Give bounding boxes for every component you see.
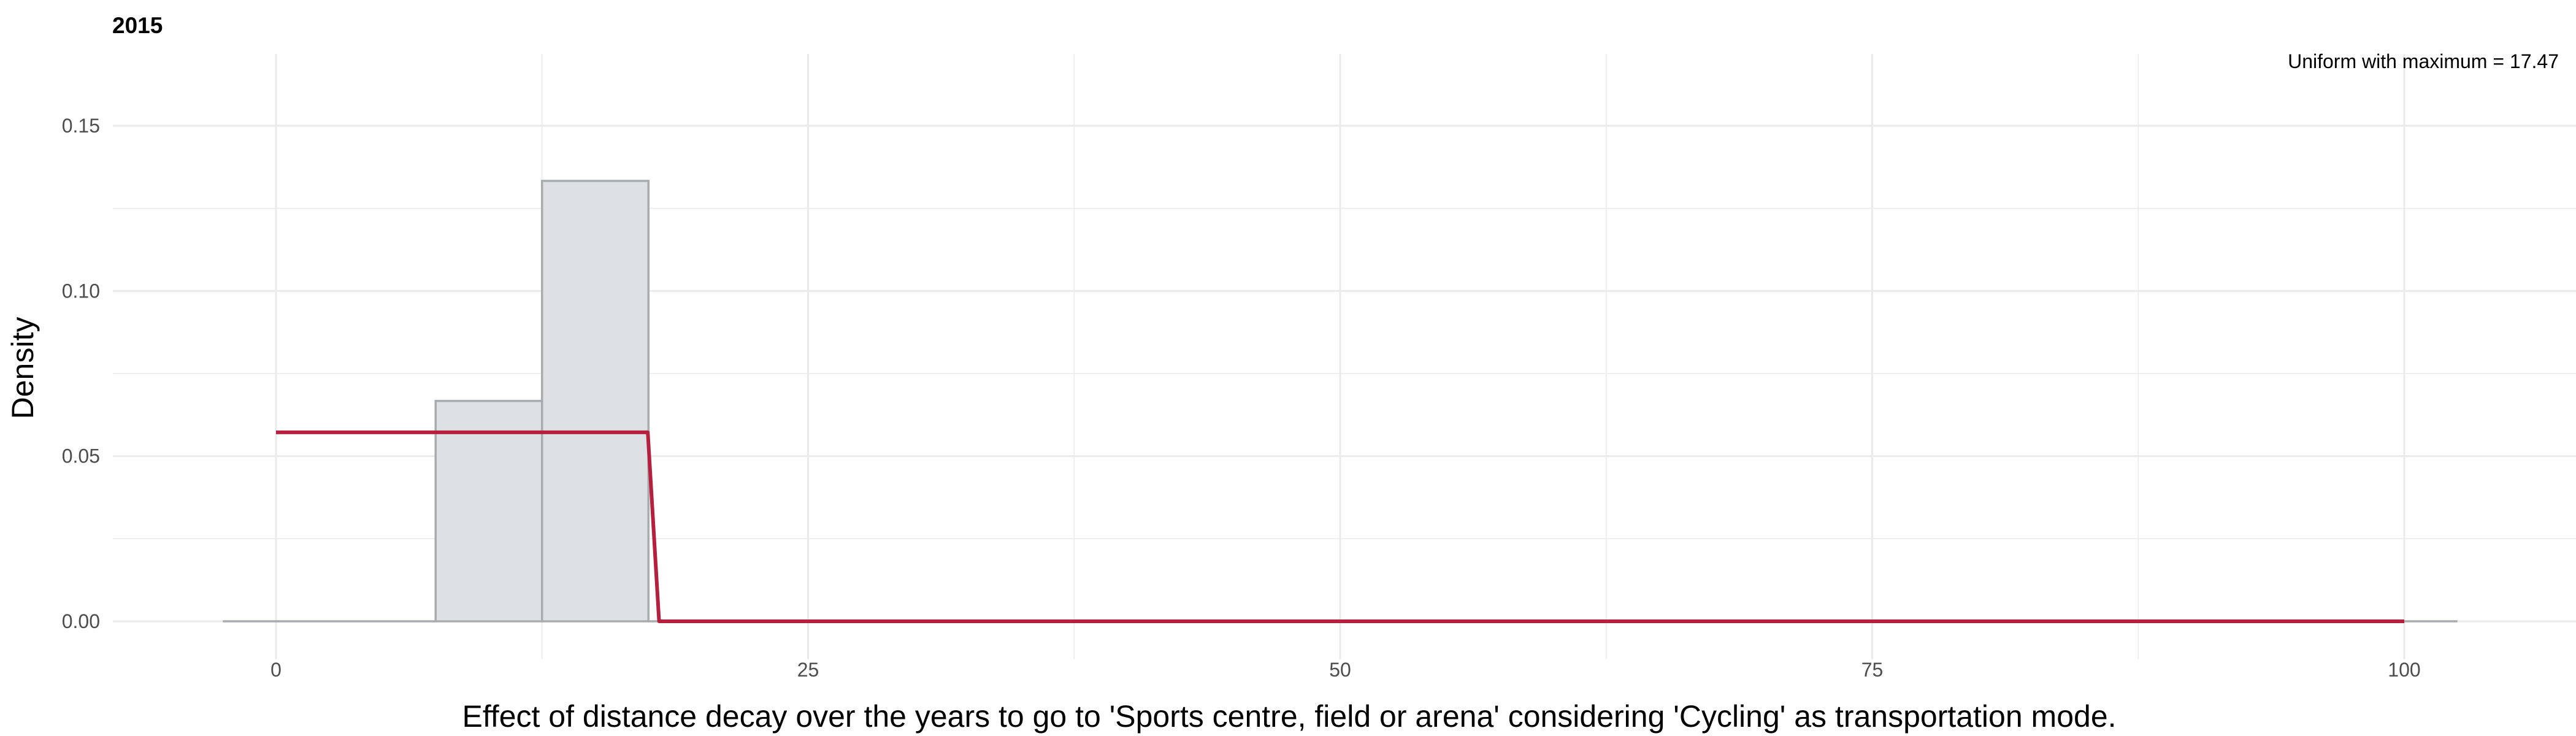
x-tick-label: 25 — [797, 659, 819, 681]
y-axis-ticks: 0.00 0.05 0.10 0.15 — [62, 115, 100, 632]
y-tick-label: 0.00 — [62, 610, 100, 632]
x-tick-label: 50 — [1329, 659, 1351, 681]
x-tick-label: 0 — [270, 659, 282, 681]
density-line-group — [276, 430, 2404, 623]
histogram-bar — [434, 399, 543, 623]
y-tick-label: 0.05 — [62, 445, 100, 467]
density-line — [276, 430, 2404, 623]
chart-annotation: Uniform with maximum = 17.47 — [2288, 50, 2559, 72]
y-tick-label: 0.10 — [62, 280, 100, 302]
histogram-bar — [541, 180, 650, 623]
chart-title: 2015 — [112, 13, 163, 38]
y-tick-label: 0.15 — [62, 115, 100, 137]
y-axis-title: Density — [6, 317, 40, 420]
x-axis-ticks: 0 25 50 75 100 — [270, 659, 2421, 681]
x-axis-title: Effect of distance decay over the years … — [462, 699, 2116, 734]
x-tick-label: 100 — [2388, 659, 2420, 681]
x-tick-label: 75 — [1861, 659, 1884, 681]
